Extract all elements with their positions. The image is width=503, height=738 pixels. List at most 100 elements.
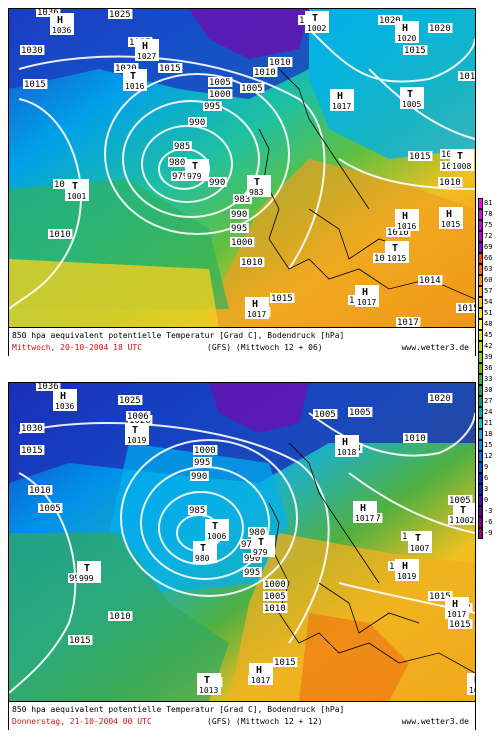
isobar-label: 1015 (21, 446, 43, 456)
isobar-label: 1005 (264, 592, 286, 602)
low-pressure-marker: T (392, 243, 398, 254)
pressure-label-bg (270, 293, 295, 303)
high-pressure-marker: H (474, 675, 475, 686)
pressure-center-bg (185, 159, 209, 181)
high-pressure-marker: H (252, 299, 258, 310)
scale-label: 9 (484, 463, 489, 471)
scale-swatch (478, 264, 483, 275)
pressure-center-value: 1005 (402, 100, 421, 109)
pressure-center-value: 979 (187, 172, 202, 181)
isobar-label: 1010 (29, 486, 51, 496)
scale-swatch (478, 275, 483, 286)
high-pressure-marker: H (402, 211, 408, 222)
isobar-label: 1020 (379, 16, 401, 26)
map-top: 1036 1025 1027 1002 1020 1015 1030 1020 1015 1010… (9, 9, 475, 327)
pressure-label-bg (203, 101, 222, 111)
isobar-label: 1015 (404, 46, 426, 56)
pressure-label-bg (168, 157, 187, 167)
pressure-label-bg (403, 45, 428, 55)
map-panel-top: 1036 1025 1027 1002 1020 1015 1030 1020 1015 1010… (8, 8, 476, 356)
pressure-center-bg (125, 423, 149, 445)
field-violet-region (189, 9, 309, 59)
scale-label: 72 (484, 232, 493, 240)
pressure-center-value: 983 (249, 188, 264, 197)
scale-swatch (478, 297, 483, 308)
pressure-label-bg (240, 83, 265, 93)
pressure-center-bg (353, 501, 377, 523)
pressure-center-value: 1017 (447, 610, 466, 619)
scale-label: 36 (484, 364, 493, 372)
isobar-label: 1015 (429, 592, 451, 602)
scale-swatch (478, 330, 483, 341)
color-scale-legend: 81 78 75 72 69 66 63 60 57 54 51 48 45 42 39 36 33 30 27 24… (478, 198, 500, 540)
caption-top: 850 hpa aequivalent potentielle Temperat… (9, 327, 475, 356)
pressure-label-bg (230, 223, 249, 233)
scale-label: 21 (484, 419, 493, 427)
scale-swatch (478, 319, 483, 330)
scale-label: 57 (484, 287, 493, 295)
scale-label: 3 (484, 485, 489, 493)
isobar-label: 1000 (209, 90, 231, 100)
pressure-label-bg (38, 503, 63, 513)
high-pressure-marker: H (446, 209, 452, 220)
pressure-label-bg (408, 151, 433, 161)
pressure-center-bg (385, 241, 409, 263)
isobar-label: 1010 (254, 68, 276, 78)
pressure-label-bg (396, 317, 421, 327)
low-pressure-marker: T (415, 533, 421, 544)
pressure-center-value: 1027 (137, 52, 156, 61)
high-pressure-marker: H (360, 503, 366, 514)
field-violet-region (209, 383, 309, 433)
scale-label: 0 (484, 496, 489, 504)
isobar-label: 1010 (404, 434, 426, 444)
isobar-label: 1014 (419, 276, 441, 286)
pressure-center-value: 999 (79, 574, 94, 583)
scale-label: 24 (484, 408, 493, 416)
scale-label: -9 (484, 529, 493, 537)
pressure-center-bg (50, 13, 74, 35)
pressure-label-bg (208, 89, 233, 99)
caption-site: www.wetter3.de (401, 343, 469, 352)
isobar-label: 1015 (409, 152, 431, 162)
pressure-label-bg (20, 45, 45, 55)
isobar-label: 1017 (397, 318, 419, 327)
pressure-label-bg (158, 63, 183, 73)
pressure-label-bg (386, 227, 411, 237)
isobar-label: 1015 (449, 620, 471, 630)
scale-swatch (478, 385, 483, 396)
pressure-label-bg (253, 67, 278, 77)
low-pressure-marker: T (258, 537, 264, 548)
scale-label: 15 (484, 441, 493, 449)
isobar-label: 1036 (37, 383, 59, 392)
scale-swatch (478, 429, 483, 440)
isobar-label: 990 (244, 554, 260, 564)
high-pressure-marker: H (256, 665, 262, 676)
high-pressure-marker: H (362, 287, 368, 298)
isobar-label: 985 (174, 142, 190, 152)
pressure-label-bg (240, 539, 259, 549)
scale-label: 18 (484, 430, 493, 438)
scale-swatch (478, 220, 483, 231)
scale-label: 60 (484, 276, 493, 284)
isobar-label: 1005 (314, 410, 336, 420)
isobar-label: 995 (231, 224, 247, 234)
isobar-label: 980 (169, 158, 185, 168)
pressure-label-bg (233, 194, 252, 204)
isobar-label: 1030 (21, 424, 43, 434)
low-pressure-marker: T (312, 13, 318, 24)
pressure-label-bg (193, 457, 212, 467)
pressure-center-bg (135, 39, 159, 61)
scale-swatch (478, 473, 483, 484)
isobar-label: 1015 (159, 64, 181, 74)
isobar-label: 1005 (209, 78, 231, 88)
pressure-label-bg (263, 579, 288, 589)
pressure-label-bg (268, 57, 293, 67)
isobar-label: 1015 (457, 304, 475, 314)
pressure-center-value: 1017 (247, 310, 266, 319)
pressure-center-bg (439, 207, 463, 229)
isobar-label: 995 (244, 568, 260, 578)
pressure-label-bg (448, 495, 473, 505)
isobar-label: 1036 (37, 9, 59, 18)
scale-label: 66 (484, 254, 493, 262)
